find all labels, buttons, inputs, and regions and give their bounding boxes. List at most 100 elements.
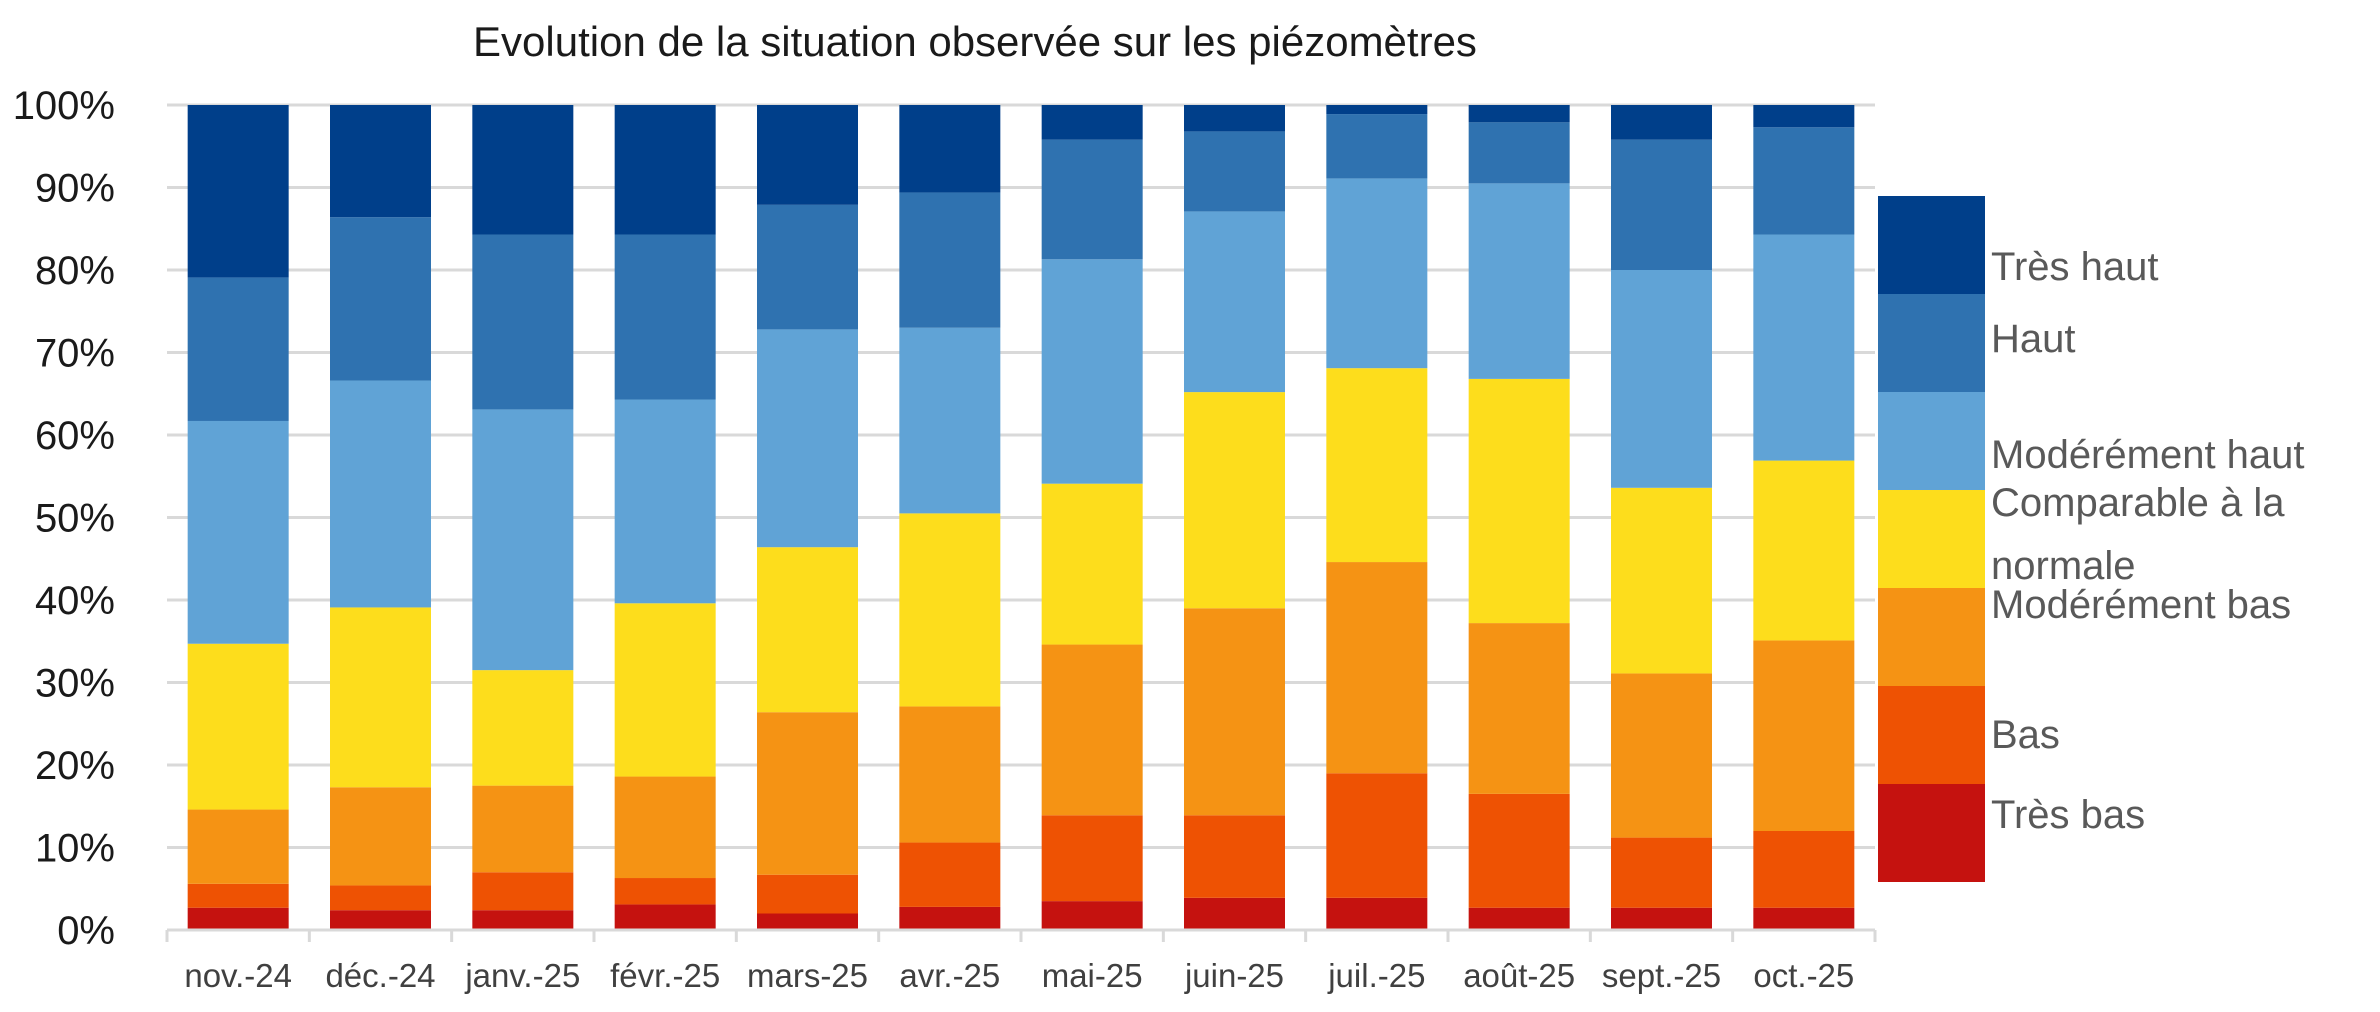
y-tick-label: 70% xyxy=(35,332,115,376)
legend-swatch xyxy=(1878,294,1985,392)
bar-segment xyxy=(614,776,716,879)
y-tick-label: 20% xyxy=(35,744,115,788)
bar-stack xyxy=(1468,105,1570,930)
bar-stack xyxy=(1611,105,1712,930)
legend-label: Haut xyxy=(1991,317,2076,361)
bar-segment xyxy=(330,787,431,886)
bar-segment xyxy=(1753,460,1855,641)
bar-segment xyxy=(187,105,289,278)
bar-segment xyxy=(614,878,716,905)
bar-stack xyxy=(899,105,1001,930)
y-tick-label: 100% xyxy=(13,84,115,128)
bar-stack xyxy=(187,105,289,930)
bar-segment xyxy=(1753,907,1855,930)
y-tick-label: 10% xyxy=(35,827,115,871)
x-axis: nov.-24 déc.-24 janv.-25 févr.-25 mars-25 avr… xyxy=(165,928,1877,994)
legend-label: Modérément bas xyxy=(1991,583,2291,627)
x-tick-label: mars-25 xyxy=(747,957,868,994)
bar-segment xyxy=(187,907,289,930)
bar-segment xyxy=(330,885,431,911)
bar-segment xyxy=(1326,368,1428,563)
bar-segment xyxy=(1468,378,1570,624)
x-tick-label: oct.-25 xyxy=(1753,957,1854,994)
bar-segment xyxy=(1326,897,1428,930)
y-axis: 0% 10% 20% 30% 40% 50% 60% 70% 80% 90% 100% xyxy=(13,84,115,953)
bar-segment xyxy=(1184,211,1285,393)
bar-segment xyxy=(330,607,431,788)
bar-segment xyxy=(1611,673,1712,838)
bar-segment xyxy=(330,105,431,218)
bar-segment xyxy=(472,910,574,930)
bar-segment xyxy=(1326,773,1428,898)
bar-segment xyxy=(757,204,858,330)
x-tick-label: déc.-24 xyxy=(325,957,435,994)
legend-label: Très bas xyxy=(1991,793,2145,837)
legend-label: Modérément haut xyxy=(1991,433,2305,477)
bar-segment xyxy=(1184,392,1285,609)
legend-label: Bas xyxy=(1991,713,2060,757)
bar-segment xyxy=(614,904,716,930)
bar-segment xyxy=(1611,487,1712,674)
bar-segment xyxy=(1753,127,1855,235)
bar-segment xyxy=(330,910,431,930)
bar-segment xyxy=(899,327,1001,514)
x-tick-label: juil.-25 xyxy=(1327,957,1425,994)
bar-segment xyxy=(899,842,1001,907)
bar-segment xyxy=(1611,907,1712,930)
bar-segment xyxy=(1041,105,1143,140)
legend-swatch xyxy=(1878,686,1985,784)
bar-segment xyxy=(1326,178,1428,369)
bar-segment xyxy=(1326,114,1428,179)
bar-segment xyxy=(472,105,574,235)
legend-label: normale xyxy=(1991,544,2136,588)
bar-segment xyxy=(1753,105,1855,128)
x-tick-label: févr.-25 xyxy=(610,957,720,994)
bars xyxy=(187,105,1855,930)
bar-stack xyxy=(472,105,574,930)
bar-segment xyxy=(614,603,716,777)
bar-segment xyxy=(472,785,574,873)
bar-segment xyxy=(1753,234,1855,461)
bar-stack xyxy=(330,105,431,930)
bar-segment xyxy=(1468,907,1570,930)
legend-swatch xyxy=(1878,490,1985,588)
bar-segment xyxy=(757,712,858,875)
bar-segment xyxy=(757,105,858,205)
bar-segment xyxy=(187,277,289,421)
legend-label: Très haut xyxy=(1991,245,2158,289)
bar-segment xyxy=(614,105,716,235)
bar-segment xyxy=(899,192,1001,328)
legend-swatch xyxy=(1878,196,1985,294)
y-tick-label: 0% xyxy=(57,909,115,953)
bar-segment xyxy=(1468,122,1570,184)
bar-segment xyxy=(1041,139,1143,260)
bar-segment xyxy=(1611,837,1712,908)
bar-segment xyxy=(899,105,1001,193)
bar-segment xyxy=(614,234,716,400)
bar-segment xyxy=(1468,105,1570,123)
bar-segment xyxy=(899,706,1001,843)
x-tick-label: juin-25 xyxy=(1184,957,1284,994)
bar-segment xyxy=(1753,640,1855,831)
bar-segment xyxy=(1611,139,1712,270)
bar-segment xyxy=(187,643,289,810)
bar-segment xyxy=(1468,793,1570,908)
y-tick-label: 50% xyxy=(35,497,115,541)
bar-segment xyxy=(1041,259,1143,484)
x-tick-label: janv.-25 xyxy=(464,957,580,994)
bar-stack xyxy=(1753,105,1855,930)
bar-segment xyxy=(899,906,1001,930)
bar-segment xyxy=(330,380,431,608)
x-tick-label: avr.-25 xyxy=(899,957,1000,994)
bar-segment xyxy=(472,234,574,410)
bar-segment xyxy=(472,409,574,671)
bar-segment xyxy=(1468,183,1570,379)
bar-segment xyxy=(1326,105,1428,115)
bar-stack xyxy=(757,105,858,930)
y-tick-label: 30% xyxy=(35,662,115,706)
legend-label: Comparable à la xyxy=(1991,481,2285,525)
bar-segment xyxy=(757,547,858,713)
legend-swatch xyxy=(1878,784,1985,882)
bar-segment xyxy=(1184,897,1285,930)
